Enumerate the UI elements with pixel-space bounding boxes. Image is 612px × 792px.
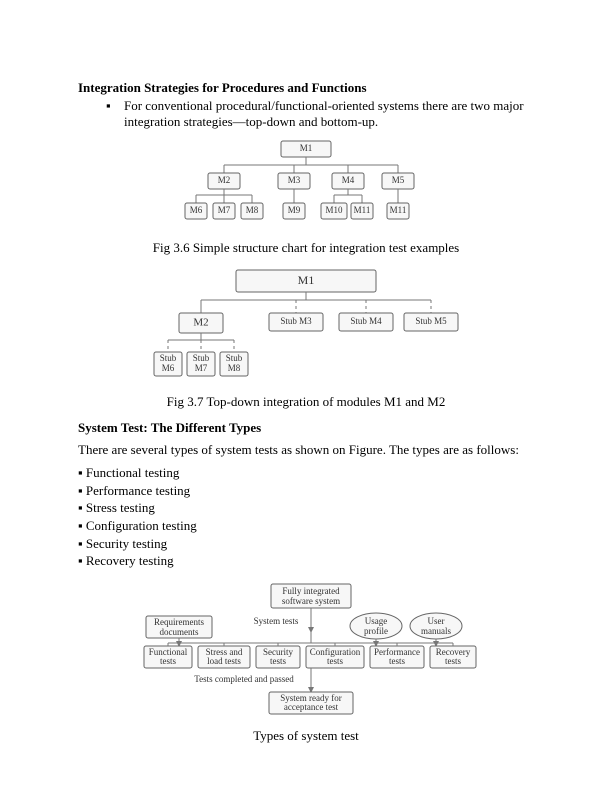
- node-stub-m6-t: Stub: [160, 353, 177, 363]
- bullet-icon: ▪: [106, 98, 124, 131]
- list-item-label: Functional testing: [86, 465, 180, 480]
- figure-3-7: M1 M2 Stub M3 Stub M4 Stub M5: [78, 266, 534, 390]
- tests-row: Functional tests Stress and load tests S…: [144, 646, 476, 668]
- node-m6: M6: [190, 205, 203, 215]
- page: Integration Strategies for Procedures an…: [0, 0, 612, 744]
- caption-system-tests: Types of system test: [78, 728, 534, 744]
- caption-fig37: Fig 3.7 Top-down integration of modules …: [78, 394, 534, 410]
- caption-fig36: Fig 3.6 Simple structure chart for integ…: [78, 240, 534, 256]
- node-stub-m4: Stub M4: [350, 316, 382, 326]
- svg-text:load tests: load tests: [207, 656, 241, 666]
- node-m10: M10: [325, 205, 343, 215]
- list-item-label: Stress testing: [86, 500, 155, 515]
- list-item: ▪ Configuration testing: [78, 517, 534, 535]
- node-stub-m7-t: Stub: [193, 353, 210, 363]
- heading-integration: Integration Strategies for Procedures an…: [78, 80, 534, 96]
- list-item: ▪ Stress testing: [78, 499, 534, 517]
- node-stub-m6-b: M6: [162, 363, 175, 373]
- node-m11-b: M11: [390, 205, 407, 215]
- node-m5: M5: [392, 175, 405, 185]
- list-item-label: Configuration testing: [86, 518, 197, 533]
- node-manuals-2: manuals: [421, 626, 451, 636]
- node-m3: M3: [288, 175, 301, 185]
- node-usage-2: profile: [364, 626, 388, 636]
- testing-types-list: ▪ Functional testing ▪ Performance testi…: [78, 464, 534, 569]
- node-m11-a: M11: [354, 205, 371, 215]
- para-system-intro: There are several types of system tests …: [78, 442, 534, 459]
- svg-text:tests: tests: [160, 656, 176, 666]
- structure-chart-svg: M1 M2 M3 M4 M5: [176, 137, 436, 232]
- label-system-tests: System tests: [254, 616, 299, 626]
- node-m1: M1: [300, 143, 313, 153]
- node-stub-m8-t: Stub: [226, 353, 243, 363]
- node-m2: M2: [218, 175, 231, 185]
- svg-text:tests: tests: [327, 656, 343, 666]
- node-usage-1: Usage: [365, 616, 388, 626]
- svg-text:tests: tests: [389, 656, 405, 666]
- node-stub-m5: Stub M5: [415, 316, 447, 326]
- label-passed: Tests completed and passed: [194, 674, 294, 684]
- svg-text:tests: tests: [270, 656, 286, 666]
- node-ready-2: acceptance test: [284, 702, 339, 712]
- heading-system-test: System Test: The Different Types: [78, 420, 534, 436]
- figure-system-tests: Fully integrated software system System …: [78, 580, 534, 724]
- node-m9: M9: [288, 205, 301, 215]
- node-m8: M8: [246, 205, 259, 215]
- node-stub-m8-b: M8: [228, 363, 241, 373]
- node-req-1: Requirements: [154, 617, 204, 627]
- node-m4: M4: [342, 175, 355, 185]
- bullet-row: ▪ For conventional procedural/functional…: [106, 98, 534, 131]
- figure-3-6: M1 M2 M3 M4 M5: [78, 137, 534, 236]
- list-item-label: Performance testing: [86, 483, 190, 498]
- node-stub-m3: Stub M3: [280, 316, 312, 326]
- topdown-chart-svg: M1 M2 Stub M3 Stub M4 Stub M5: [146, 266, 466, 386]
- list-item-label: Security testing: [86, 536, 167, 551]
- bullet-text: For conventional procedural/functional-o…: [124, 98, 534, 131]
- system-tests-svg: Fully integrated software system System …: [126, 580, 486, 720]
- list-item: ▪ Functional testing: [78, 464, 534, 482]
- node-fully-integrated-2: software system: [282, 596, 340, 606]
- node-m2-big: M2: [193, 316, 208, 328]
- svg-text:tests: tests: [445, 656, 461, 666]
- node-stub-m7-b: M7: [195, 363, 208, 373]
- node-m1-big: M1: [298, 272, 315, 286]
- list-item-label: Recovery testing: [86, 553, 174, 568]
- node-req-2: documents: [160, 627, 199, 637]
- list-item: ▪ Recovery testing: [78, 552, 534, 570]
- node-manuals-1: User: [428, 616, 445, 626]
- node-fully-integrated-1: Fully integrated: [282, 586, 340, 596]
- list-item: ▪ Performance testing: [78, 482, 534, 500]
- node-m7: M7: [218, 205, 231, 215]
- list-item: ▪ Security testing: [78, 535, 534, 553]
